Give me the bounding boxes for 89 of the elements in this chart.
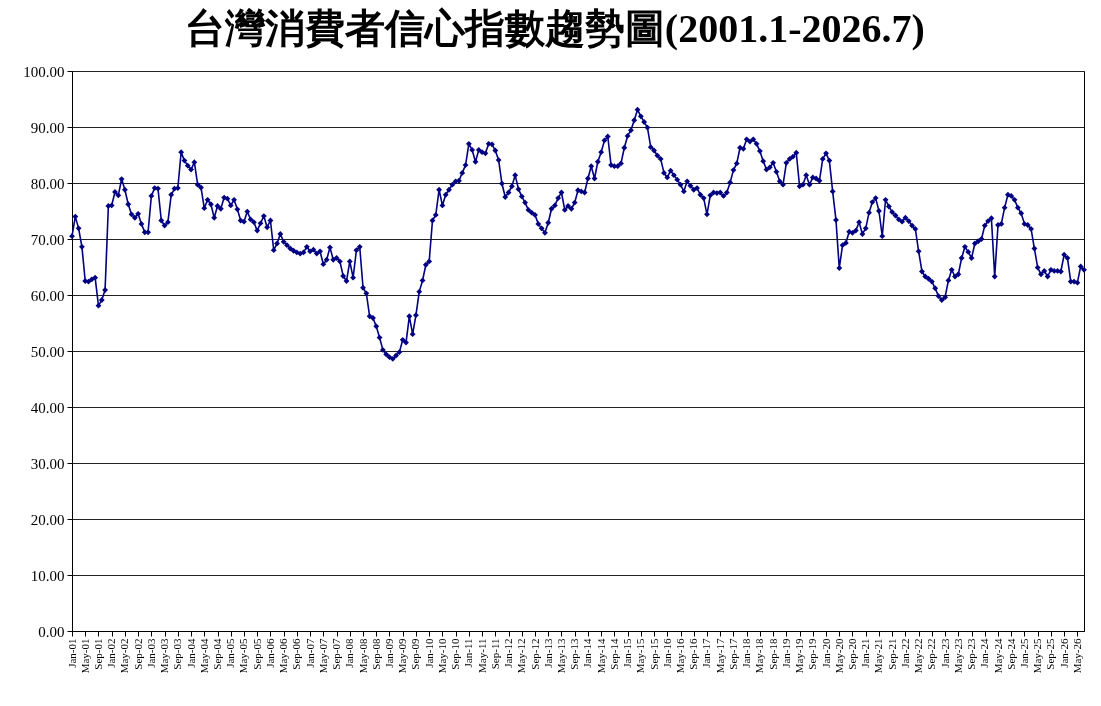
x-tick-label: Jan-25: [1017, 638, 1030, 668]
x-tick-label: May-14: [594, 638, 607, 674]
x-tick-label: May-19: [793, 638, 806, 674]
x-tick-label: Jan-17: [700, 638, 713, 668]
x-tick-label: Jan-23: [938, 638, 951, 668]
y-tick-label: 40.00: [30, 399, 65, 416]
x-tick-label: Jan-06: [263, 638, 276, 668]
x-tick-label: May-15: [634, 638, 647, 674]
x-tick-label: Jan-21: [859, 638, 872, 668]
x-tick-label: Jan-07: [303, 638, 316, 668]
x-tick-label: May-25: [1031, 638, 1044, 674]
x-tick-label: May-08: [356, 638, 369, 674]
x-tick-label: May-16: [674, 638, 687, 674]
x-tick-label: Sep-17: [726, 638, 739, 670]
x-tick-label: May-04: [197, 638, 210, 674]
y-tick-label: 90.00: [30, 119, 65, 136]
x-tick-label: Sep-21: [885, 638, 898, 670]
x-tick-label: Jan-09: [382, 638, 395, 668]
chart-title: 台灣消費者信心指數趨勢圖(2001.1-2026.7): [184, 6, 925, 51]
x-tick-label: Jan-10: [422, 638, 435, 668]
x-tick-label: May-13: [554, 638, 567, 674]
x-tick-label: Jan-14: [581, 638, 594, 668]
x-tick-label: May-12: [515, 638, 528, 674]
x-tick-label: May-01: [78, 638, 91, 674]
x-tick-label: Sep-06: [290, 638, 303, 670]
x-tick-label: Sep-22: [925, 638, 938, 670]
x-tick-label: Sep-07: [330, 638, 343, 670]
x-tick-label: May-22: [912, 638, 925, 674]
x-tick-label: Sep-01: [91, 638, 104, 670]
x-tick-label: Sep-23: [965, 638, 978, 670]
x-tick-label: Sep-13: [568, 638, 581, 670]
x-tick-label: Jan-03: [144, 638, 157, 668]
x-tick-label: May-11: [475, 638, 488, 673]
x-tick-label: Jan-13: [541, 638, 554, 668]
x-tick-label: May-24: [991, 638, 1004, 674]
x-tick-label: Jan-19: [779, 638, 792, 668]
x-tick-label: Jan-08: [343, 638, 356, 668]
x-tick-label: May-09: [396, 638, 409, 674]
x-tick-label: Sep-10: [449, 638, 462, 670]
x-tick-label: May-06: [277, 638, 290, 674]
x-tick-label: May-10: [435, 638, 448, 674]
y-tick-label: 10.00: [30, 567, 65, 584]
x-tick-label: Jan-15: [621, 638, 634, 668]
x-tick-label: Sep-09: [409, 638, 422, 670]
x-tick-label: Sep-19: [806, 638, 819, 670]
x-tick-label: May-07: [316, 638, 329, 674]
y-tick-label: 70.00: [30, 231, 65, 248]
x-tick-label: Sep-11: [488, 638, 501, 670]
x-tick-label: Sep-12: [528, 638, 541, 670]
x-tick-label: Jan-18: [740, 638, 753, 668]
x-tick-label: Jan-24: [978, 638, 991, 668]
x-tick-label: May-05: [237, 638, 250, 674]
x-tick-label: May-02: [118, 638, 131, 674]
y-tick-label: 60.00: [30, 287, 65, 304]
x-tick-label: Jan-26: [1057, 638, 1070, 668]
x-tick-label: Jan-11: [462, 638, 475, 668]
x-tick-label: Sep-04: [211, 638, 224, 670]
x-tick-label: Sep-24: [1004, 638, 1017, 670]
y-tick-label: 50.00: [30, 343, 65, 360]
x-tick-label: Sep-18: [766, 638, 779, 670]
x-tick-label: Sep-25: [1044, 638, 1057, 670]
x-tick-label: May-23: [951, 638, 964, 674]
x-tick-label: Jan-12: [502, 638, 515, 668]
x-tick-label: Jan-01: [65, 638, 78, 668]
y-tick-label: 0.00: [38, 623, 65, 640]
x-tick-label: May-18: [753, 638, 766, 674]
x-tick-label: Jan-05: [224, 638, 237, 668]
y-tick-label: 100.00: [23, 63, 65, 80]
x-tick-label: Jan-02: [105, 638, 118, 668]
x-tick-label: Jan-04: [184, 638, 197, 668]
x-tick-label: Jan-20: [819, 638, 832, 668]
x-tick-label: May-21: [872, 638, 885, 674]
y-tick-label: 80.00: [30, 175, 65, 192]
x-tick-label: Sep-16: [687, 638, 700, 670]
x-tick-label: Sep-20: [846, 638, 858, 670]
x-tick-label: May-20: [832, 638, 845, 674]
x-tick-label: May-17: [713, 638, 726, 674]
y-tick-label: 20.00: [30, 511, 65, 528]
y-tick-label: 30.00: [30, 455, 65, 472]
x-tick-label: May-26: [1070, 638, 1083, 674]
x-tick-label: Sep-15: [647, 638, 660, 670]
x-tick-label: Sep-02: [131, 638, 144, 670]
x-tick-label: Sep-08: [369, 638, 382, 670]
x-tick-label: Sep-14: [607, 638, 620, 670]
x-tick-label: Jan-22: [898, 638, 911, 668]
x-tick-label: Sep-03: [171, 638, 184, 670]
x-tick-label: Sep-05: [250, 638, 263, 670]
x-tick-label: Jan-16: [660, 638, 673, 668]
x-tick-label: May-03: [158, 638, 171, 674]
